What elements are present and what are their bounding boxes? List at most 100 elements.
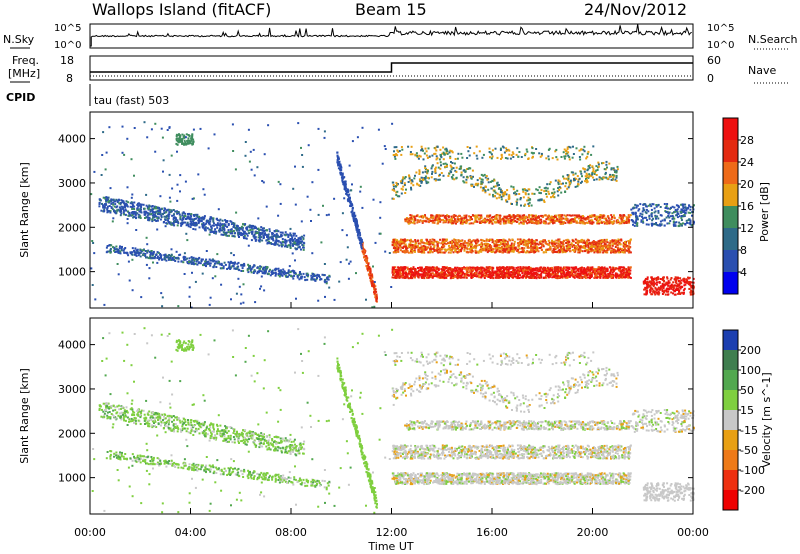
power-echo [250,271,253,274]
power-echo [226,234,229,237]
power-echo [583,267,586,270]
power-echo [188,212,190,215]
power-echo [409,277,412,280]
power-echo [491,270,494,273]
power-scatter [90,121,695,309]
power-echo [440,242,443,245]
power-echo [220,264,223,267]
power-echo [93,252,96,255]
power-echo [459,269,462,272]
power-echo [294,271,297,274]
power-echo [254,231,257,234]
power-echo [178,133,180,136]
power-echo [185,143,188,146]
power-echo [263,233,266,236]
power-echo [252,148,255,151]
power-echo [537,270,540,273]
power-echo [603,266,606,269]
power-echo [511,276,514,279]
power-echo [323,130,326,133]
power-echo [227,222,230,225]
power-echo [549,268,552,271]
power-echo [414,239,417,241]
power-echo [355,222,358,224]
power-echo [552,241,555,244]
power-echo [129,251,132,254]
power-echo [323,274,326,277]
power-echo [190,256,193,259]
power-echo [408,239,411,242]
power-echo [614,246,617,248]
power-echo [279,183,282,186]
power-echo [547,239,550,242]
power-echo [190,221,193,224]
power-echo [475,269,477,272]
power-echo [342,182,345,185]
power-echo [414,276,416,279]
power-echo [268,228,271,231]
power-echo [176,224,179,227]
power-echo [163,215,166,218]
power-echo [500,239,503,241]
power-echo [489,267,492,270]
power-echo [584,249,587,252]
power-echo [103,209,106,212]
power-echo [151,214,154,217]
power-echo [218,227,221,230]
power-echo [228,262,231,265]
power-echo [523,247,526,250]
power-echo [406,273,409,276]
power-echo [229,266,232,269]
power-echo [569,246,571,248]
power-echo [511,238,514,241]
power-echo [530,277,533,279]
power-echo [430,272,432,275]
power-echo [182,261,185,264]
power-echo [494,251,497,254]
power-echo [238,226,241,229]
power-echo [229,232,232,235]
power-echo [151,209,154,212]
power-echo [565,269,568,272]
power-echo [204,223,206,226]
power-echo [189,223,192,226]
power-echo [518,277,521,279]
power-echo [394,247,397,249]
power-echo [357,236,360,239]
power-echo [110,200,113,203]
power-echo [546,266,549,269]
power-echo [571,272,574,275]
power-echo [489,277,492,279]
power-echo [544,271,547,274]
power-echo [449,274,452,277]
power-echo [260,265,263,268]
power-echo [482,247,484,250]
power-echo [362,251,365,254]
power-echo [263,271,266,273]
power-echo [476,244,479,247]
power-echo [163,207,166,210]
power-echo [528,251,531,254]
power-echo [317,299,320,302]
power-echo [417,250,420,253]
power-echo [174,260,177,262]
power-echo [587,245,590,248]
power-echo [208,223,211,226]
power-echo [222,231,225,234]
power-echo [590,275,593,278]
power-echo [278,271,281,274]
power-echo [98,203,101,205]
power-echo [375,295,378,298]
power-echo [218,229,220,232]
power-echo [441,244,444,247]
power-echo [288,265,291,268]
power-echo [164,258,166,261]
power-echo [434,240,437,243]
power-echo [614,241,617,244]
power-echo [249,269,252,272]
power-echo [294,259,296,262]
power-echo [336,161,339,164]
power-echo [118,206,121,209]
power-echo [300,276,303,278]
power-echo [324,278,327,281]
